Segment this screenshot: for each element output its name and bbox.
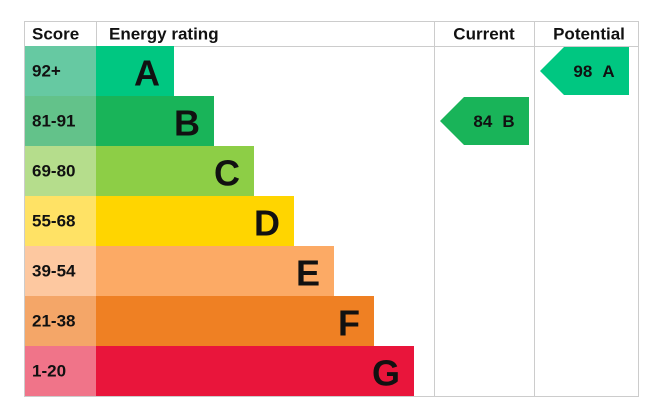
score-cell — [25, 146, 96, 196]
potential-value: 98 — [573, 62, 592, 81]
score-cell — [25, 96, 96, 146]
rating-bar — [96, 96, 214, 146]
score-cell — [25, 196, 96, 246]
potential-letter: A — [602, 62, 614, 81]
rating-bar — [96, 196, 294, 246]
score-label: 39-54 — [32, 262, 76, 281]
rating-bar — [96, 146, 254, 196]
rating-bar — [96, 296, 374, 346]
header-score: Score — [32, 25, 79, 44]
current-letter: B — [502, 112, 514, 131]
score-cell — [25, 246, 96, 296]
score-label: 55-68 — [32, 212, 75, 231]
score-label: 69-80 — [32, 162, 75, 181]
rating-letter: D — [254, 203, 280, 244]
current-arrow — [440, 97, 529, 145]
score-cell — [25, 296, 96, 346]
potential-arrow — [540, 47, 629, 95]
score-label: 92+ — [32, 62, 61, 81]
frame — [24, 21, 639, 397]
potential-label: 98 A — [573, 62, 614, 81]
rating-bar — [96, 246, 334, 296]
rating-bar — [96, 46, 174, 96]
score-cell — [25, 346, 96, 396]
rating-letter: B — [174, 103, 200, 144]
rating-letter: F — [338, 303, 360, 344]
current-value: 84 — [473, 112, 492, 131]
rating-letter: C — [214, 153, 240, 194]
score-label: 81-91 — [32, 112, 75, 131]
rating-letter: E — [296, 253, 320, 294]
header-potential: Potential — [553, 25, 625, 44]
score-label: 21-38 — [32, 312, 75, 331]
current-label: 84 B — [473, 112, 514, 131]
header-current: Current — [453, 25, 515, 44]
rating-letter: G — [372, 353, 400, 394]
score-label: 1-20 — [32, 362, 66, 381]
header-energy-rating: Energy rating — [109, 25, 219, 44]
rating-letter: A — [134, 53, 160, 94]
rating-bar — [96, 346, 414, 396]
score-cell — [25, 46, 96, 96]
